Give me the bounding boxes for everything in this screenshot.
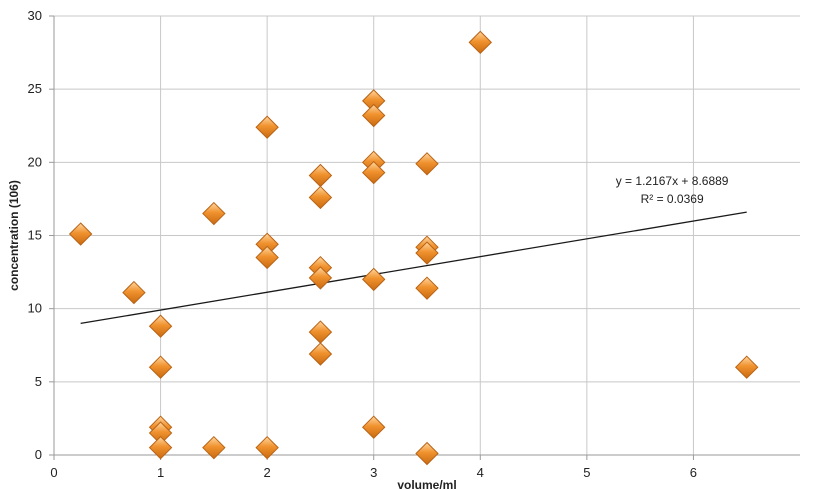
x-tick-label: 3 xyxy=(370,465,377,480)
data-point xyxy=(362,160,386,185)
data-point xyxy=(415,276,439,300)
data-points xyxy=(68,30,759,466)
y-tick-label: 0 xyxy=(35,447,42,462)
data-point xyxy=(415,441,439,466)
data-point xyxy=(255,115,279,139)
data-point xyxy=(68,222,93,246)
data-point xyxy=(148,355,173,379)
y-tick-label: 15 xyxy=(28,228,42,243)
grid-layer xyxy=(54,15,800,455)
trendline-equation: y = 1.2167x + 8.6889 xyxy=(616,174,729,188)
y-tick-label: 20 xyxy=(28,154,42,169)
y-tick-label: 30 xyxy=(28,8,42,23)
data-point xyxy=(362,103,386,128)
x-tick-label: 0 xyxy=(50,465,57,480)
x-tick-label: 2 xyxy=(264,465,271,480)
data-point xyxy=(308,163,333,188)
x-tick-label: 1 xyxy=(157,465,164,480)
data-point xyxy=(122,280,146,305)
data-point xyxy=(148,435,173,460)
data-point xyxy=(308,266,333,290)
data-point xyxy=(308,342,333,366)
data-point xyxy=(308,185,333,210)
x-tick-label: 4 xyxy=(477,465,484,480)
data-point xyxy=(362,267,386,292)
data-point xyxy=(735,355,759,379)
y-axis-label: concentration (106) xyxy=(7,180,21,291)
data-point xyxy=(202,201,226,226)
y-tick-label: 25 xyxy=(28,81,42,96)
data-point xyxy=(415,241,439,265)
data-point xyxy=(415,152,439,176)
data-point xyxy=(468,30,492,55)
tick-labels: 0 5 10 15 20 25 30 0 1 2 3 4 5 6 xyxy=(28,8,698,480)
x-tick-label: 5 xyxy=(583,465,590,480)
y-tick-label: 10 xyxy=(28,301,42,316)
data-point xyxy=(362,415,386,439)
trendline xyxy=(80,211,747,325)
data-point xyxy=(202,435,226,460)
trendline-r-squared: R² = 0.0369 xyxy=(641,192,704,206)
data-point xyxy=(148,314,173,338)
x-axis-label: volume/ml xyxy=(397,478,456,489)
data-point xyxy=(255,245,279,270)
x-tick-label: 6 xyxy=(690,465,697,480)
y-tick-label: 5 xyxy=(35,374,42,389)
data-point xyxy=(255,435,279,460)
data-point xyxy=(308,320,333,344)
